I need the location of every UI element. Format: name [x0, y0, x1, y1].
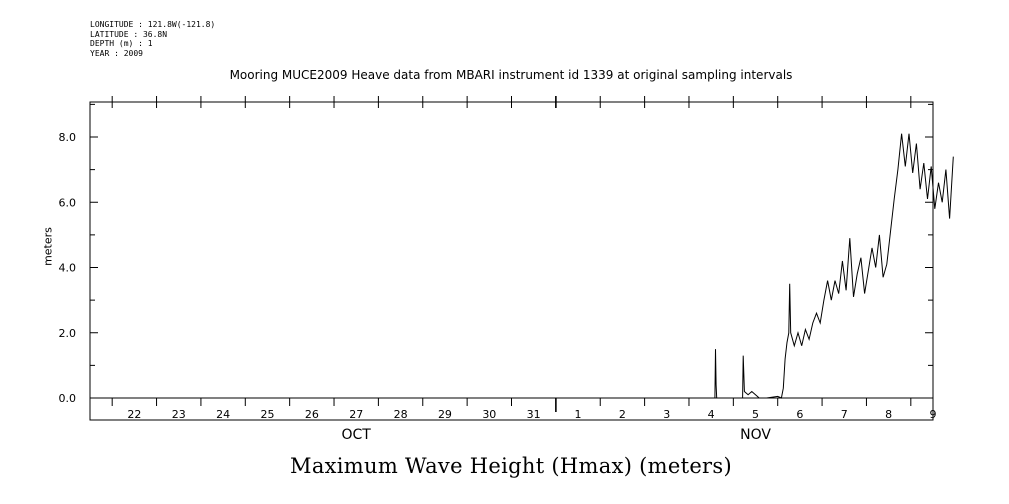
plot-frame [89, 101, 934, 421]
month-label: OCT [342, 427, 372, 443]
x-tick-label: 31 [527, 408, 541, 421]
y-tick-label: 8.0 [59, 131, 77, 144]
x-tick-label: 5 [752, 408, 759, 421]
x-tick-label: 1 [575, 408, 582, 421]
longitude-label: LONGITUDE : 121.8W(-121.8) [90, 20, 216, 29]
y-tick-label: 6.0 [59, 196, 77, 209]
metadata-block: LONGITUDE : 121.8W(-121.8) LATITUDE : 36… [90, 20, 215, 58]
x-tick-label: 3 [663, 408, 670, 421]
x-tick-label: 27 [349, 408, 363, 421]
x-tick-label: 28 [394, 408, 408, 421]
y-tick-label: 4.0 [59, 262, 77, 275]
x-tick-label: 2 [619, 408, 626, 421]
x-tick-label: 25 [260, 408, 274, 421]
x-axis-title: Maximum Wave Height (Hmax) (meters) [290, 454, 732, 478]
latitude-label: LATITUDE : 36.8N [90, 29, 168, 39]
month-label: NOV [740, 427, 771, 443]
x-tick-label: 8 [885, 408, 892, 421]
x-tick-label: 30 [482, 408, 496, 421]
x-tick-label: 29 [438, 408, 452, 421]
x-tick-label: 7 [841, 408, 848, 421]
x-tick-label: 6 [796, 408, 803, 421]
depth-label: DEPTH (m) : 1 [90, 39, 153, 48]
x-tick-label: 26 [305, 408, 319, 421]
x-tick-label: 24 [216, 408, 230, 421]
x-tick-label: 9 [930, 408, 937, 421]
x-tick-label: 22 [127, 408, 141, 421]
year-label: YEAR : 2009 [90, 48, 143, 58]
y-tick-label: 0.0 [59, 392, 77, 405]
y-tick-label: 2.0 [59, 327, 77, 340]
chart-title: Mooring MUCE2009 Heave data from MBARI i… [229, 68, 793, 82]
x-tick-label: 23 [172, 408, 186, 421]
x-tick-label: 4 [708, 408, 715, 421]
series-line [714, 133, 954, 399]
